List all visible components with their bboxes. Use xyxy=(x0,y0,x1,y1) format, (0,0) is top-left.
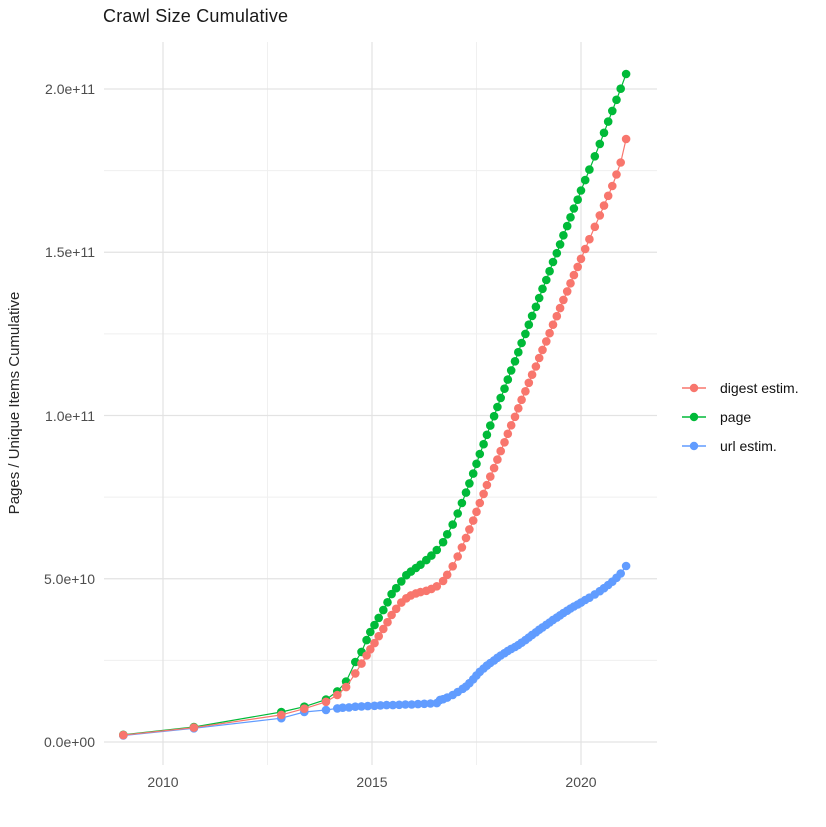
chart-title: Crawl Size Cumulative xyxy=(103,6,289,26)
x-tick-label: 2015 xyxy=(356,774,388,790)
series-url-estim- xyxy=(119,561,631,740)
x-tick-label: 2020 xyxy=(565,774,597,790)
y-tick-label: 0.0e+00 xyxy=(44,734,95,750)
legend-label-page: page xyxy=(720,409,752,425)
data-series-layer xyxy=(119,69,631,740)
y-tick-label: 1.0e+11 xyxy=(45,407,95,424)
legend: digest estim. page url estim. xyxy=(681,379,799,455)
y-tick-label: 5.0e+10 xyxy=(44,570,95,587)
legend-item-page: page xyxy=(681,408,799,426)
y-axis-title: Pages / Unique Items Cumulative xyxy=(6,291,23,515)
legend-key-digest-icon xyxy=(682,383,706,393)
legend-item-url-estim: url estim. xyxy=(681,437,799,455)
y-tick-label: 1.5e+11 xyxy=(45,244,95,261)
gridlines-major xyxy=(104,42,657,765)
y-tick-label: 2.0e+11 xyxy=(45,81,95,97)
legend-key-page-icon xyxy=(682,412,706,422)
x-tick-label: 2010 xyxy=(147,774,179,790)
gridlines-minor xyxy=(104,42,657,765)
series-digest-estim- xyxy=(119,134,631,740)
legend-key-url-estim-icon xyxy=(682,441,706,451)
legend-label-digest-estim: digest estim. xyxy=(720,380,799,396)
legend-item-digest-estim: digest estim. xyxy=(681,379,799,397)
series-page xyxy=(119,69,631,740)
legend-label-url-estim: url estim. xyxy=(720,438,777,454)
